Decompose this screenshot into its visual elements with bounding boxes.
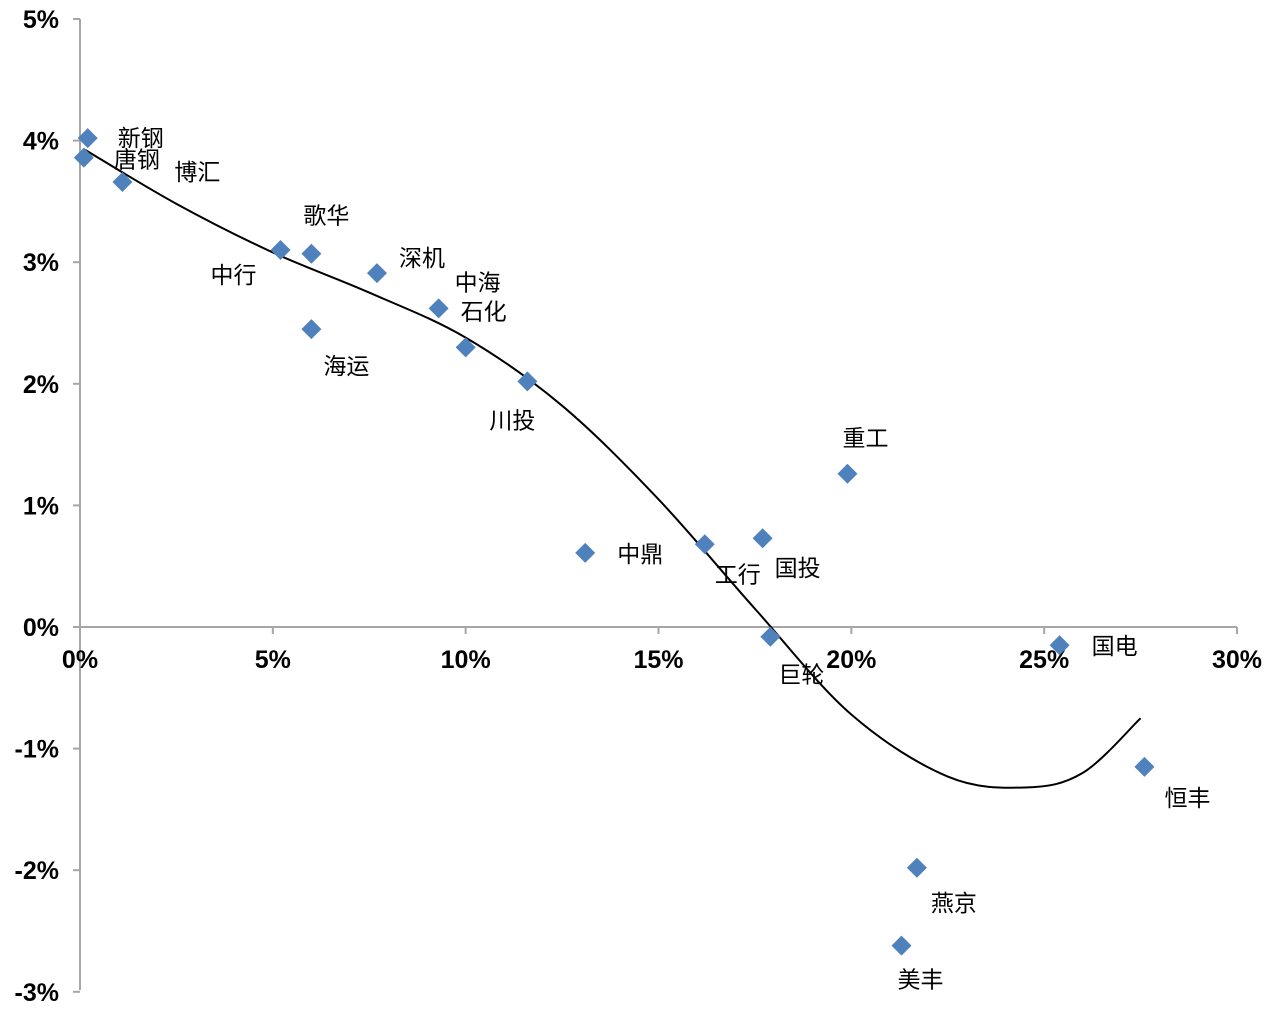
data-point-marker — [428, 298, 449, 319]
data-point-marker — [366, 263, 387, 284]
data-point-label: 巨轮 — [778, 663, 824, 689]
data-point-marker — [752, 528, 773, 549]
data-point-marker — [760, 626, 781, 647]
data-point-label: 中行 — [211, 263, 257, 289]
data-point-label: 国电 — [1092, 634, 1138, 660]
x-tick-label: 20% — [826, 646, 876, 674]
axes — [79, 19, 1237, 990]
data-point-label: 美丰 — [897, 968, 943, 994]
data-point-marker — [694, 534, 715, 555]
data-point-marker — [575, 542, 596, 563]
x-tick-label: 0% — [62, 646, 98, 674]
data-point-label: 博汇 — [174, 160, 220, 186]
y-tick-label: 2% — [23, 371, 59, 399]
data-point-label: 中鼎 — [617, 542, 663, 568]
data-point-label: 石化 — [461, 299, 507, 325]
y-tick-label: -1% — [15, 736, 59, 764]
y-tick-label: -3% — [15, 979, 59, 1007]
data-point-marker — [1049, 635, 1070, 656]
x-tick-label: 30% — [1212, 646, 1262, 674]
y-axis-ticks: 5% 4% 3% 2% 1% 0% -1% -2% -3% — [15, 6, 80, 1007]
data-point-marker — [517, 371, 538, 392]
x-axis-ticks: 0% 5% 10% 15% 20% 25% 30% — [62, 627, 1262, 674]
data-point-label: 唐钢 — [114, 148, 160, 174]
data-point-label: 新钢 — [118, 126, 164, 152]
data-point-marker — [77, 128, 98, 149]
data-point-marker — [73, 147, 94, 168]
data-point-label: 川投 — [489, 408, 535, 434]
data-point-marker — [891, 935, 912, 956]
data-point-label: 中海 — [455, 270, 501, 296]
y-tick-label: 1% — [23, 492, 59, 520]
y-tick-label: 5% — [23, 6, 59, 34]
data-point-label: 恒丰 — [1164, 786, 1210, 812]
data-point-label: 海运 — [323, 354, 369, 380]
y-tick-label: 3% — [23, 249, 59, 277]
data-points — [73, 128, 1155, 956]
data-point-label: 燕京 — [931, 891, 977, 917]
x-tick-label: 10% — [441, 646, 491, 674]
data-point-label: 深机 — [399, 246, 445, 272]
x-tick-label: 5% — [255, 646, 291, 674]
y-tick-label: 0% — [23, 614, 59, 642]
y-tick-label: 4% — [23, 128, 59, 156]
data-point-marker — [301, 243, 322, 264]
data-point-marker — [301, 319, 322, 340]
data-point-marker — [112, 171, 133, 192]
data-point-label: 国投 — [775, 556, 821, 582]
data-point-label: 重工 — [842, 426, 888, 452]
data-point-marker — [455, 337, 476, 358]
trendline — [83, 148, 1142, 789]
data-point-marker — [270, 240, 291, 261]
data-point-label: 工行 — [715, 562, 761, 588]
data-point-marker — [906, 857, 927, 878]
data-point-marker — [837, 463, 858, 484]
data-point-marker — [1134, 756, 1155, 777]
x-tick-label: 15% — [633, 646, 683, 674]
data-point-label: 歌华 — [303, 204, 349, 230]
y-tick-label: -2% — [15, 857, 59, 885]
